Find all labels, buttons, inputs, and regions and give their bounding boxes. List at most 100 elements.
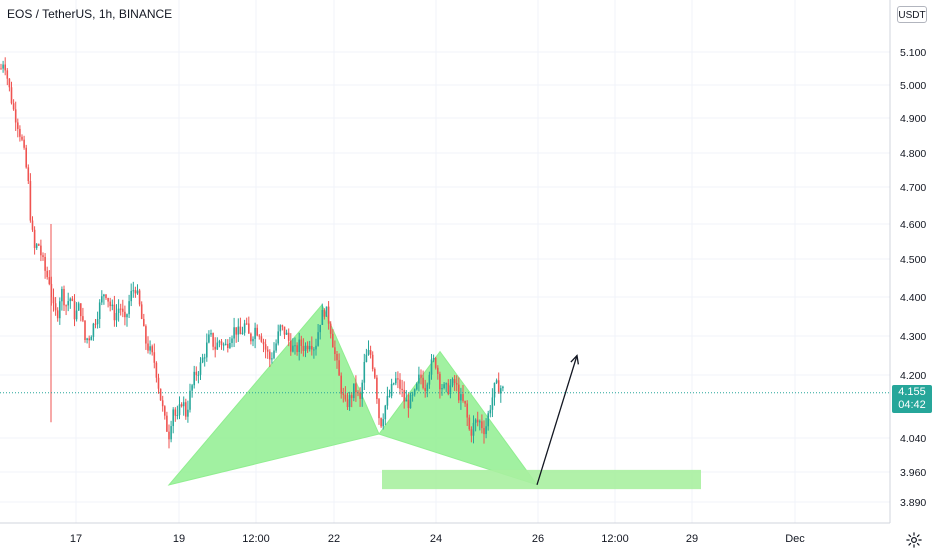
candle-body <box>56 310 59 319</box>
candle-body <box>287 332 290 341</box>
candle-body <box>151 346 153 353</box>
x-tick-label: 12:00 <box>601 533 629 545</box>
x-tick-label: 17 <box>70 533 82 545</box>
candle-body <box>0 68 2 70</box>
y-tick-label: 3.960 <box>900 467 926 479</box>
candle-body <box>250 333 252 342</box>
candle-body <box>353 383 355 399</box>
last-price-badge: 4.155 04:42 <box>892 385 932 413</box>
candle-body <box>453 379 456 384</box>
candle-body <box>48 277 51 284</box>
candle-body <box>197 374 200 376</box>
candle-body <box>491 397 494 410</box>
candle-body <box>31 220 34 230</box>
candle-body <box>264 344 267 350</box>
candle-body <box>220 341 223 345</box>
candle-body <box>308 345 311 350</box>
chart-title: EOS / TetherUS, 1h, BINANCE <box>7 7 173 21</box>
y-tick-label: 4.400 <box>900 292 926 304</box>
candle-body <box>101 296 103 303</box>
candle-body <box>476 419 479 423</box>
projection-arrow-line[interactable] <box>536 355 578 486</box>
candle-body <box>59 301 61 319</box>
candle-body <box>298 339 300 353</box>
candle-body <box>82 316 84 321</box>
y-tick-label: 4.900 <box>900 113 926 125</box>
candle-body <box>94 323 97 325</box>
candle-body <box>245 323 248 325</box>
candle-body <box>182 402 185 407</box>
candle-body <box>262 341 265 345</box>
candle-body <box>367 350 370 355</box>
y-axis-ticks: 5.100 5.000 4.900 4.800 4.700 4.600 4.500 4.400… <box>900 47 926 509</box>
candle-body <box>174 409 177 416</box>
candle-body <box>176 415 179 417</box>
gear-icon[interactable] <box>905 531 923 549</box>
candle-body <box>21 136 23 140</box>
candle-body <box>397 378 399 380</box>
candle-body <box>269 351 271 360</box>
candle-body <box>472 422 475 436</box>
candle-body <box>115 313 118 321</box>
candle-body <box>243 323 246 333</box>
candle-body <box>256 327 258 336</box>
pattern-triangle-bcd[interactable] <box>378 350 539 486</box>
support-zone-rect[interactable] <box>382 469 701 490</box>
candle-body <box>474 419 477 423</box>
y-tick-label: 4.700 <box>900 182 926 194</box>
candle-body <box>355 383 357 393</box>
candle-body <box>500 388 502 394</box>
candle-body <box>191 385 193 391</box>
candle-body <box>260 336 263 342</box>
candle-body <box>273 350 275 359</box>
candle-body <box>2 64 4 69</box>
currency-button[interactable]: USDT <box>897 6 927 23</box>
candle-body <box>432 357 435 360</box>
candle-body <box>170 426 172 440</box>
candle-body <box>4 64 6 71</box>
candle-body <box>365 354 368 362</box>
candle-body <box>208 334 210 343</box>
candle-body <box>489 409 492 414</box>
candle-body <box>229 343 231 348</box>
candle-body <box>304 345 307 351</box>
candle-body <box>344 394 347 400</box>
candle-body <box>63 288 65 306</box>
candle-body <box>319 324 321 333</box>
candle-body <box>126 314 128 318</box>
x-tick-label: Dec <box>785 533 805 545</box>
candle-body <box>413 389 416 395</box>
candle-body <box>153 352 156 363</box>
candle-body <box>128 301 130 315</box>
candle-body <box>405 399 408 402</box>
support-zone-layer <box>382 469 701 490</box>
grid-layer <box>0 0 890 523</box>
candle-body <box>235 327 237 335</box>
candle-body <box>392 383 395 385</box>
candle-body <box>434 357 437 368</box>
candle-body <box>8 78 11 88</box>
candles-layer <box>0 57 504 449</box>
candle-body <box>376 377 378 400</box>
candle-body <box>145 326 147 344</box>
candle-body <box>416 383 418 390</box>
candle-body <box>122 308 124 312</box>
pattern-triangle-xab[interactable] <box>167 303 380 486</box>
candle-body <box>374 369 376 378</box>
candle-body <box>407 399 410 409</box>
candle-body <box>422 377 424 388</box>
candle-body <box>54 303 57 311</box>
candle-body <box>443 384 445 389</box>
candle-body <box>426 384 429 392</box>
candle-body <box>86 338 88 340</box>
candle-body <box>428 374 431 385</box>
candle-body <box>44 256 46 271</box>
candle-body <box>439 373 441 390</box>
candle-body <box>124 311 126 318</box>
candle-body <box>277 331 279 344</box>
y-tick-label: 4.500 <box>900 254 926 266</box>
candle-body <box>315 345 317 350</box>
candle-body <box>296 345 298 353</box>
candle-body <box>203 357 206 359</box>
